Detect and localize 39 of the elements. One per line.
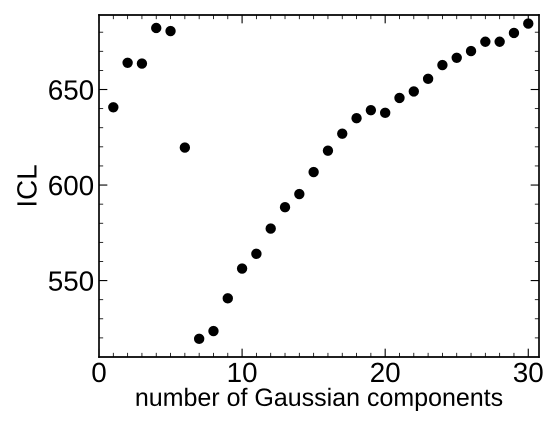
point [380,108,390,118]
point [308,166,319,178]
point [136,58,148,69]
y-tick-label: 550 [48,271,94,291]
point [322,145,334,156]
point [165,26,176,36]
point [208,326,219,336]
point [151,22,162,34]
point [251,248,262,260]
point [480,36,491,47]
y-tick-label: 650 [49,80,94,100]
point [422,74,434,84]
point [408,86,419,97]
point [523,18,534,29]
x-tick-label: 20 [371,362,400,382]
point [180,142,190,153]
point [351,112,362,124]
x-axis-title: number of Gaussian components [136,388,502,412]
x-tick-label: 0 [92,362,106,382]
point [394,92,405,104]
point [108,102,119,112]
point [508,28,520,38]
point [437,60,448,70]
point [366,104,376,116]
x-tick-label: 10 [228,362,256,382]
point [294,188,305,200]
point [222,293,233,304]
point [337,128,348,139]
point [452,52,462,63]
y-axis-title: ICL [17,165,37,206]
point [122,58,133,68]
point [194,334,204,344]
point [280,202,290,212]
point [466,46,476,56]
point [266,223,276,234]
y-tick-label: 600 [49,176,94,196]
x-tick-label: 30 [514,362,543,382]
point [236,263,248,274]
point [494,36,505,47]
